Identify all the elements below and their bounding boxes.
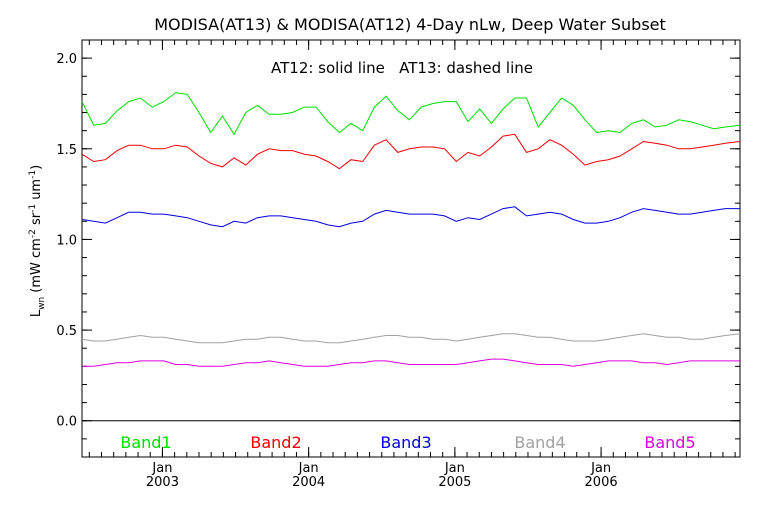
y-tick-label: 1.5 [56,143,77,158]
x-tick-month: Jan [444,461,465,476]
legend-item-band5: Band5 [644,433,695,452]
legend-item-band3: Band3 [380,433,431,452]
y-tick-label: 0.5 [56,324,77,339]
chart-title: MODISA(AT13) & MODISA(AT12) 4-Day nLw, D… [154,15,666,34]
y-axis-unit: (mW cm [29,238,44,293]
y-axis-symbol: L [29,309,44,317]
series-line-band4 [81,333,741,344]
x-tick-label: 2006 [585,475,618,490]
series-line-band3 [81,206,740,228]
x-tick-month: Jan [298,461,319,476]
svg-text:Lwn (mW cm-2 sr-1 um-1): Lwn (mW cm-2 sr-1 um-1) [28,165,47,317]
legend: Band1 Band2 Band3 Band4 Band5 [120,433,695,452]
x-tick-month: Jan [590,461,611,476]
x-tick-label: 2005 [438,475,471,490]
plot-frame [81,39,741,458]
y-axis-label: Lwn (mW cm-2 sr-1 um-1) [28,165,47,317]
legend-item-band4: Band4 [514,433,565,452]
series-line-band5 [82,358,740,367]
y-axis-symbol-sub: wn [37,297,47,310]
series-line-band2 [81,133,741,170]
legend-item-band2: Band2 [250,433,301,452]
y-tick-label: 1.0 [56,233,77,248]
line-style-annotation: AT12: solid line AT13: dashed line [271,59,533,77]
series-line-band1 [81,92,741,136]
x-tick-month: Jan [151,461,172,476]
y-tick-label: 2.0 [56,52,77,67]
legend-item-band1: Band1 [120,433,171,452]
x-tick-label: 2003 [146,475,179,490]
x-tick-label: 2004 [292,475,325,490]
axis-ticks: 0.00.51.01.52.0Jan2003Jan2004Jan2005Jan2… [56,39,740,490]
y-tick-label: 0.0 [56,415,77,430]
series-layer [81,92,741,367]
